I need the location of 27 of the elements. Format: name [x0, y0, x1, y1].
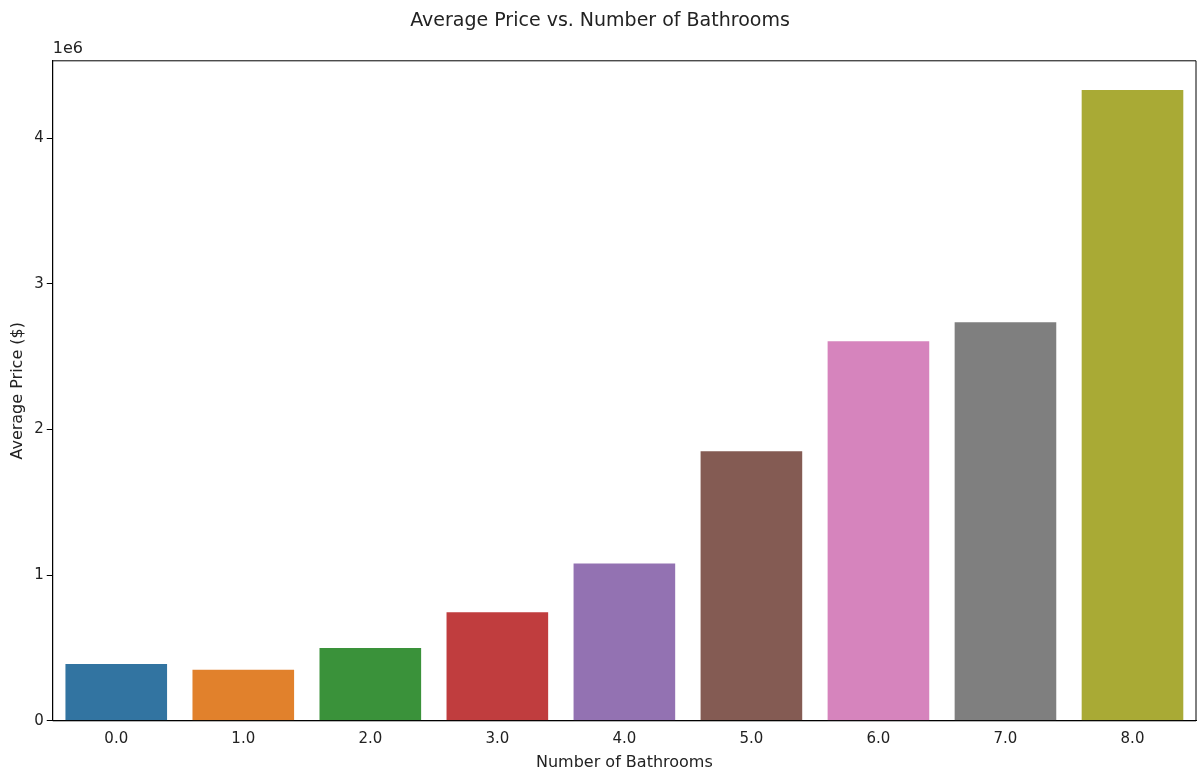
x-axis-title: Number of Bathrooms — [535, 751, 713, 771]
y-tick-label: 2 — [34, 419, 44, 438]
x-tick-label: 1.0 — [231, 728, 256, 747]
bar — [192, 669, 295, 721]
x-tick-label: 0.0 — [104, 728, 129, 747]
chart-title: Average Price vs. Number of Bathrooms — [410, 8, 790, 31]
bar — [954, 322, 1057, 721]
y-tick-label: 3 — [34, 273, 44, 292]
bar — [1081, 89, 1184, 721]
bar — [573, 563, 676, 721]
x-tick-label: 3.0 — [485, 728, 510, 747]
x-tick-label: 7.0 — [993, 728, 1018, 747]
text: 1e6 — [52, 37, 83, 57]
bar — [319, 647, 422, 721]
y-tick-label: 0 — [34, 710, 44, 729]
y-tick-label: 1 — [34, 565, 44, 583]
x-tick-label: 8.0 — [1120, 728, 1145, 747]
y-tick-label: 4 — [34, 127, 44, 146]
x-tick-label: 2.0 — [358, 728, 383, 747]
bar — [827, 341, 930, 721]
y-axis-title: Average Price ($) — [6, 322, 26, 460]
bar — [446, 612, 549, 721]
x-tick-label: 5.0 — [739, 728, 764, 747]
x-tick-label: 6.0 — [866, 728, 891, 747]
x-tick-label: 4.0 — [612, 728, 637, 747]
bar — [700, 451, 803, 721]
bar — [65, 663, 168, 721]
